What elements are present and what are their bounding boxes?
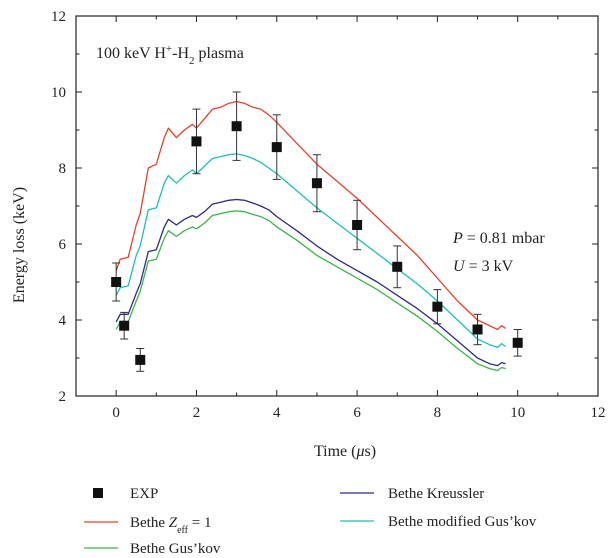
x-tick-label: 10: [510, 405, 525, 421]
legend-guskov-label: Bethe Gus’kov: [130, 541, 221, 557]
series-bethe-kreussler: [115, 198, 506, 367]
x-tick-label: 8: [434, 405, 442, 421]
exp-point: [392, 261, 403, 272]
axis-ticks: [75, 15, 599, 397]
pressure-annotation: P = 0.81 mbar: [452, 230, 545, 247]
legend-modified-guskov-label: Bethe modified Gus’kov: [388, 514, 537, 530]
y-tick-label: 2: [59, 389, 67, 405]
exp-point: [432, 301, 443, 312]
y-tick-label: 6: [59, 237, 67, 253]
x-tick-label: 12: [591, 405, 606, 421]
x-tick-label: 6: [353, 405, 361, 421]
x-tick-label: 2: [193, 405, 201, 421]
exp-point: [472, 324, 483, 335]
exp-point: [271, 142, 282, 153]
y-tick-label: 8: [59, 161, 67, 177]
legend-kreussler-label: Bethe Kreussler: [388, 486, 484, 502]
x-tick-label: 0: [112, 405, 120, 421]
exp-point: [512, 337, 523, 348]
legend-exp-label: EXP: [130, 486, 158, 502]
exp-point: [119, 320, 130, 331]
x-axis-title: Time (μs): [314, 443, 376, 460]
exp-point: [231, 121, 242, 132]
y-tick-label: 12: [51, 9, 66, 25]
y-tick-label: 4: [59, 313, 67, 329]
exp-point: [135, 354, 146, 365]
voltage-annotation: U = 3 kV: [453, 258, 514, 275]
exp-point: [111, 277, 122, 287]
exp-points: [111, 91, 523, 372]
plasma-annotation: 100 keV H+-H2 plasma: [96, 43, 244, 67]
y-axis-title: Energy loss (keV): [11, 187, 28, 303]
exp-point: [352, 220, 363, 230]
theory-curves: [115, 100, 506, 372]
legend-exp-marker: [93, 488, 103, 498]
legend-zeff-label: Bethe Zeff = 1: [130, 515, 211, 536]
exp-point: [191, 136, 202, 147]
tick-labels: 0 2 4 6 8 10 12 2 4 6 8 10 12: [51, 9, 606, 421]
legend: EXP Bethe Zeff = 1 Bethe Gus’kov Bethe K…: [84, 486, 537, 557]
x-tick-label: 4: [273, 405, 281, 421]
series-bethe-zeff-1: [115, 100, 506, 331]
series-bethe-gus-kov: [115, 210, 506, 372]
exp-point: [311, 178, 322, 189]
y-tick-label: 10: [51, 85, 66, 101]
